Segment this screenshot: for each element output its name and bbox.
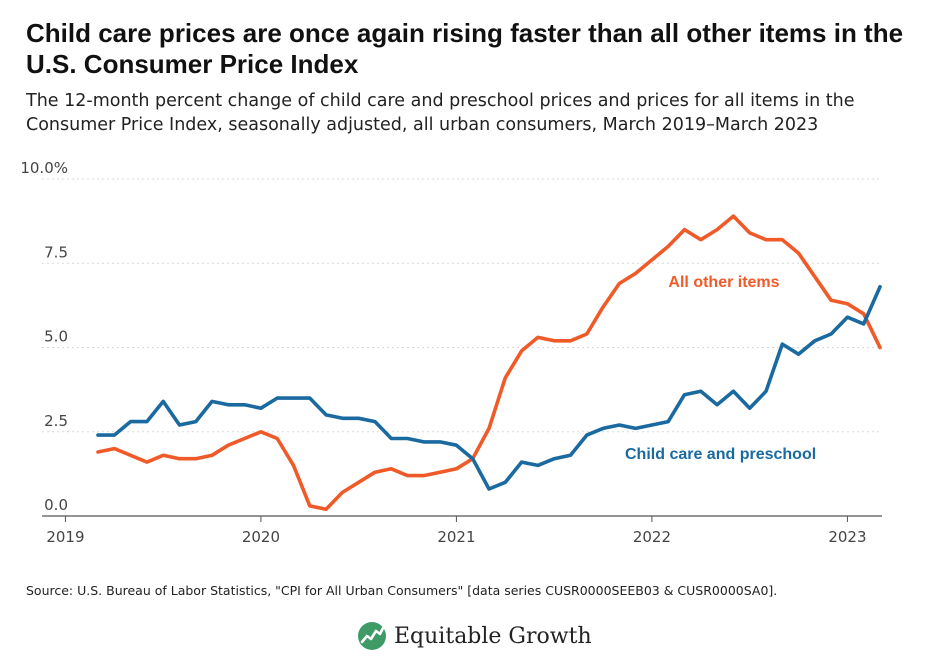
y-tick-label: 10.0% [20, 160, 68, 177]
x-tick-label: 2022 [633, 528, 671, 546]
equitable-growth-logo-icon [358, 622, 386, 650]
series-line-child-care [96, 285, 882, 491]
y-tick-label: 2.5 [44, 412, 68, 430]
x-tick-label: 2020 [242, 528, 280, 546]
series-label-all-other-items: All other items [668, 274, 779, 291]
brand-logo: Equitable Growth [356, 620, 592, 652]
source-note: Source: U.S. Bureau of Labor Statistics,… [26, 583, 778, 598]
line-chart: 0.0 2.5 5.0 7.5 10.0% 2019 2020 2021 2022 2023 All… [20, 160, 882, 546]
series-line-all-other-items [96, 214, 882, 512]
y-tick-label: 0.0 [44, 496, 68, 514]
brand-name: Equitable Growth [394, 623, 592, 649]
chart-title: Child care prices are once again rising … [26, 18, 904, 79]
y-tick-label: 5.0 [44, 328, 68, 346]
series-label-child-care: Child care and preschool [625, 446, 816, 463]
x-tick-label: 2021 [437, 528, 475, 546]
chart-subtitle: The 12-month percent change of child car… [26, 91, 855, 135]
y-tick-label: 7.5 [44, 243, 68, 261]
x-tick-label: 2023 [828, 528, 866, 546]
x-tick-label: 2019 [46, 528, 84, 546]
